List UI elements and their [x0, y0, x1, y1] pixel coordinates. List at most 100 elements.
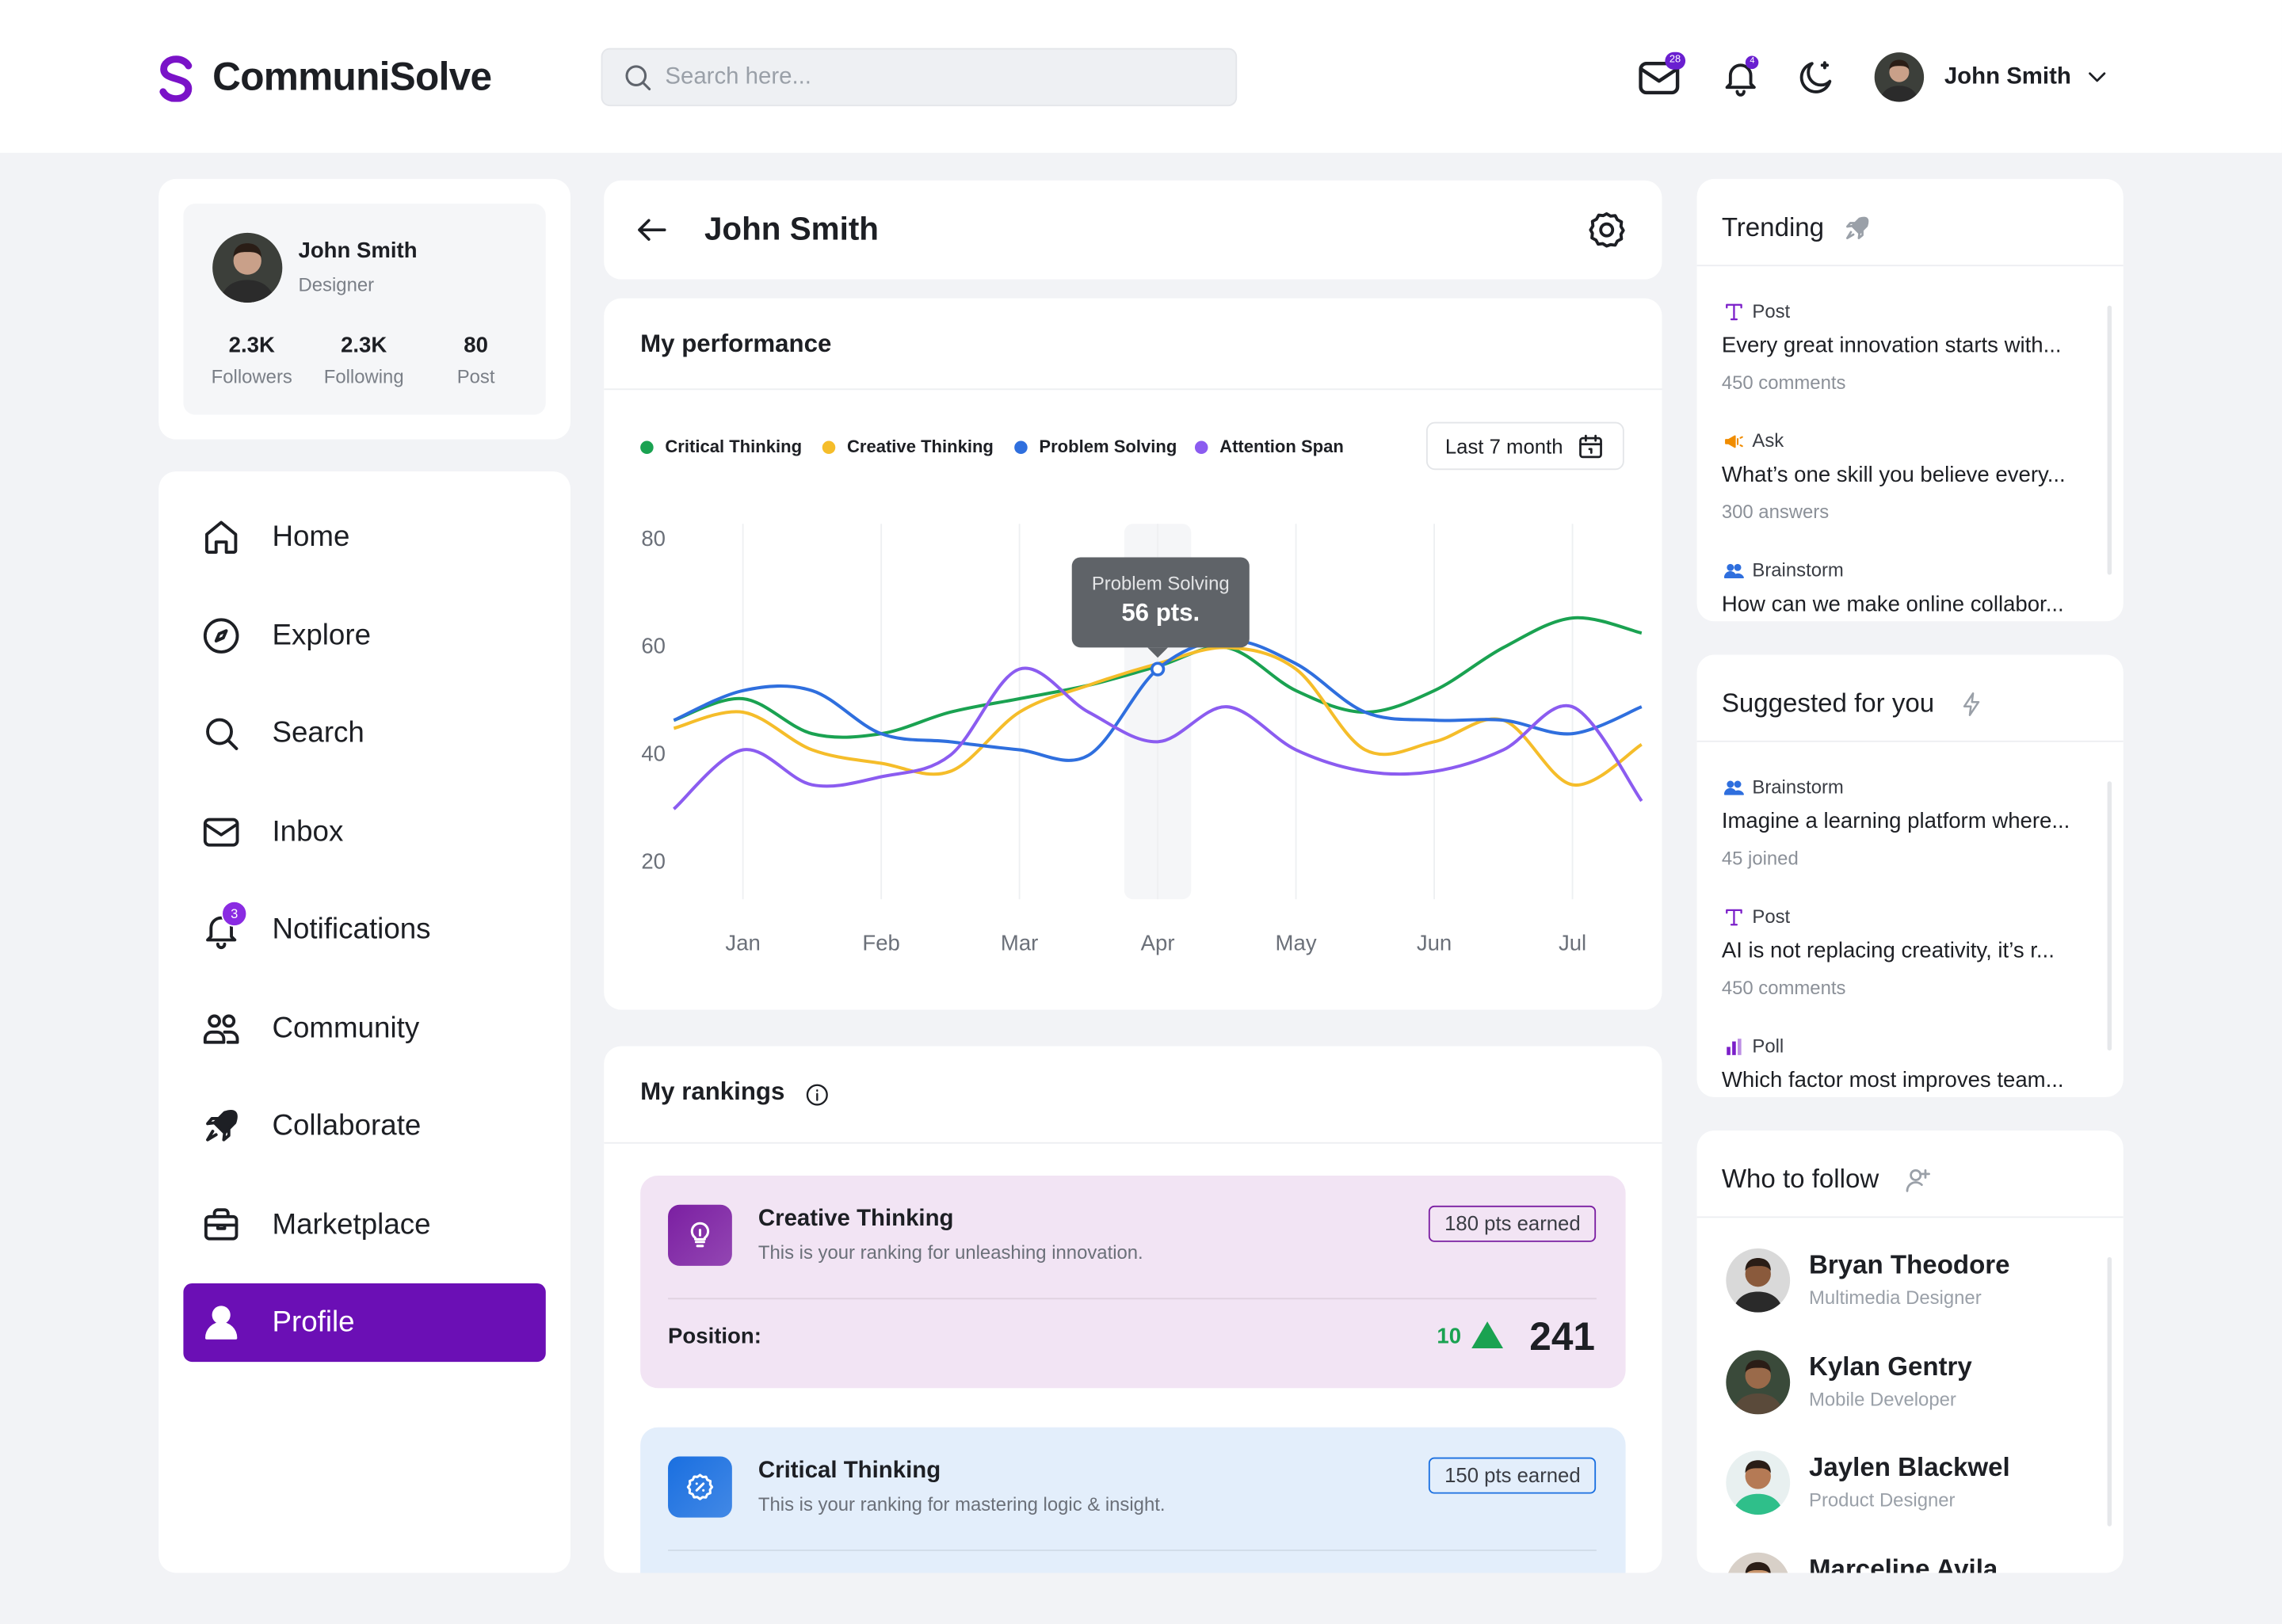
mail-button[interactable] [1635, 54, 1682, 101]
icon-part [1589, 212, 1625, 248]
back-button[interactable] [633, 211, 671, 249]
performance-title: My performance [640, 330, 832, 358]
nav-item[interactable]: Profile [272, 1306, 355, 1339]
icon-part [1726, 1046, 1730, 1054]
avatar [1726, 1248, 1791, 1313]
icon-part [203, 618, 239, 654]
icon-part [1889, 62, 1910, 82]
icon-part [1732, 1393, 1784, 1414]
nav-card: Home Explore Search Inbox Notifications 3 Comm… [158, 471, 570, 1573]
bell-button[interactable] [1720, 57, 1761, 97]
nav-item[interactable]: Search [272, 717, 364, 749]
icon-part [1725, 303, 1742, 320]
icon-part [159, 55, 193, 103]
ranking-title: Creative Thinking [757, 1207, 954, 1232]
icon-part [2089, 72, 2106, 82]
item-type: Post [1752, 905, 1791, 928]
user-menu-chevron[interactable] [2082, 63, 2112, 92]
icon-part [1737, 1038, 1741, 1054]
icon-part [1639, 61, 1680, 95]
icon-part [219, 280, 276, 303]
settings-button[interactable] [1586, 209, 1627, 250]
page-header-card: John Smith [604, 180, 1662, 280]
item-meta: 450 comments [1721, 371, 1846, 394]
item-text[interactable]: Imagine a learning platform where... [1721, 809, 2070, 834]
nav-item[interactable]: Notifications [272, 913, 431, 946]
icon-part [204, 1208, 239, 1241]
legend-label: Attention Span [1219, 436, 1344, 457]
icon-part [1745, 1561, 1771, 1573]
item-text[interactable]: Which factor most improves team... [1721, 1068, 2064, 1093]
item-text[interactable]: What’s one skill you believe every... [1721, 463, 2066, 488]
icon-part [206, 1117, 231, 1142]
item-text[interactable]: Every great innovation starts with... [1721, 333, 2062, 358]
legend-swatch [1194, 440, 1208, 454]
icon-part [1820, 61, 1830, 70]
icon-part [1723, 562, 1744, 578]
nav-item[interactable]: Collaborate [272, 1110, 422, 1142]
divider [668, 1298, 1597, 1300]
icon-part [1725, 908, 1742, 925]
icon-part [203, 1030, 239, 1044]
icon-part [690, 1222, 710, 1248]
item-meta: 45 joined [1721, 847, 1799, 869]
icon-part [1723, 787, 1744, 795]
icon-part [203, 618, 239, 654]
person-name[interactable]: Kylan Gentry [1809, 1351, 1972, 1381]
person-role: Multimedia Designer [1809, 1287, 1982, 1309]
icon-part [206, 718, 233, 745]
avatar [1726, 1451, 1791, 1515]
theme-toggle[interactable] [1795, 57, 1836, 97]
nav-item[interactable]: Community [272, 1012, 420, 1045]
ranking-icon [684, 1219, 716, 1251]
nav-item[interactable]: Marketplace [272, 1209, 431, 1241]
nav-item[interactable]: Explore [272, 619, 372, 652]
position-value: 241 [1529, 1315, 1596, 1359]
item-type: Brainstorm [1752, 776, 1844, 798]
person-role: Mobile Developer [1809, 1387, 1956, 1410]
type-icon [1723, 905, 1745, 928]
item-text[interactable]: How can we make online collabor... [1721, 592, 2064, 617]
profile-name: John Smith [298, 238, 418, 264]
nav-item[interactable]: Inbox [272, 816, 344, 848]
icon-part [206, 718, 239, 750]
nav-item[interactable]: Home [272, 520, 350, 553]
type-icon [1723, 776, 1745, 799]
item-type: Ask [1752, 429, 1784, 452]
person-name[interactable]: Bryan Theodore [1809, 1250, 2010, 1279]
legend-swatch [821, 440, 835, 454]
person-name[interactable]: Marceline Avila [1809, 1553, 1998, 1573]
icon-part [1745, 1261, 1771, 1287]
icon-part [159, 55, 193, 103]
logo-icon [151, 52, 200, 103]
icon-part [1733, 562, 1741, 570]
scrollbar [2107, 781, 2112, 1051]
range-button[interactable] [1425, 421, 1624, 471]
person-name[interactable]: Jaylen Blackwel [1809, 1452, 2010, 1482]
icon-part [1906, 1168, 1930, 1192]
nav-icon [200, 812, 241, 852]
nav-icon [200, 616, 241, 656]
person-role: Product Designer [1809, 1489, 1956, 1511]
range-button-label: Last 7 month [1444, 434, 1563, 458]
icon-part [1723, 570, 1744, 578]
item-type: Poll [1752, 1035, 1784, 1057]
ranking-badge: 150 pts earned [1428, 1457, 1597, 1494]
icon-part [1579, 434, 1602, 454]
nav-active-bg [183, 1283, 546, 1363]
icon-part [205, 1306, 238, 1340]
icon-part [1732, 1493, 1784, 1515]
rocket-icon [1842, 214, 1872, 243]
icon-part [1732, 1460, 1784, 1515]
icon-part [1724, 434, 1742, 448]
scrollbar [2107, 305, 2112, 575]
profile-card: John Smith Designer 2.3K Followers 2.3K Follo… [158, 178, 570, 440]
legend-swatch [1013, 440, 1027, 454]
item-text[interactable]: AI is not replacing creativity, it’s r..… [1721, 938, 2055, 963]
icon-part [1725, 63, 1756, 90]
ranking-icon [684, 1471, 716, 1503]
search-box[interactable] [601, 48, 1238, 107]
icon-part [204, 1208, 239, 1230]
icon-part [642, 82, 651, 91]
